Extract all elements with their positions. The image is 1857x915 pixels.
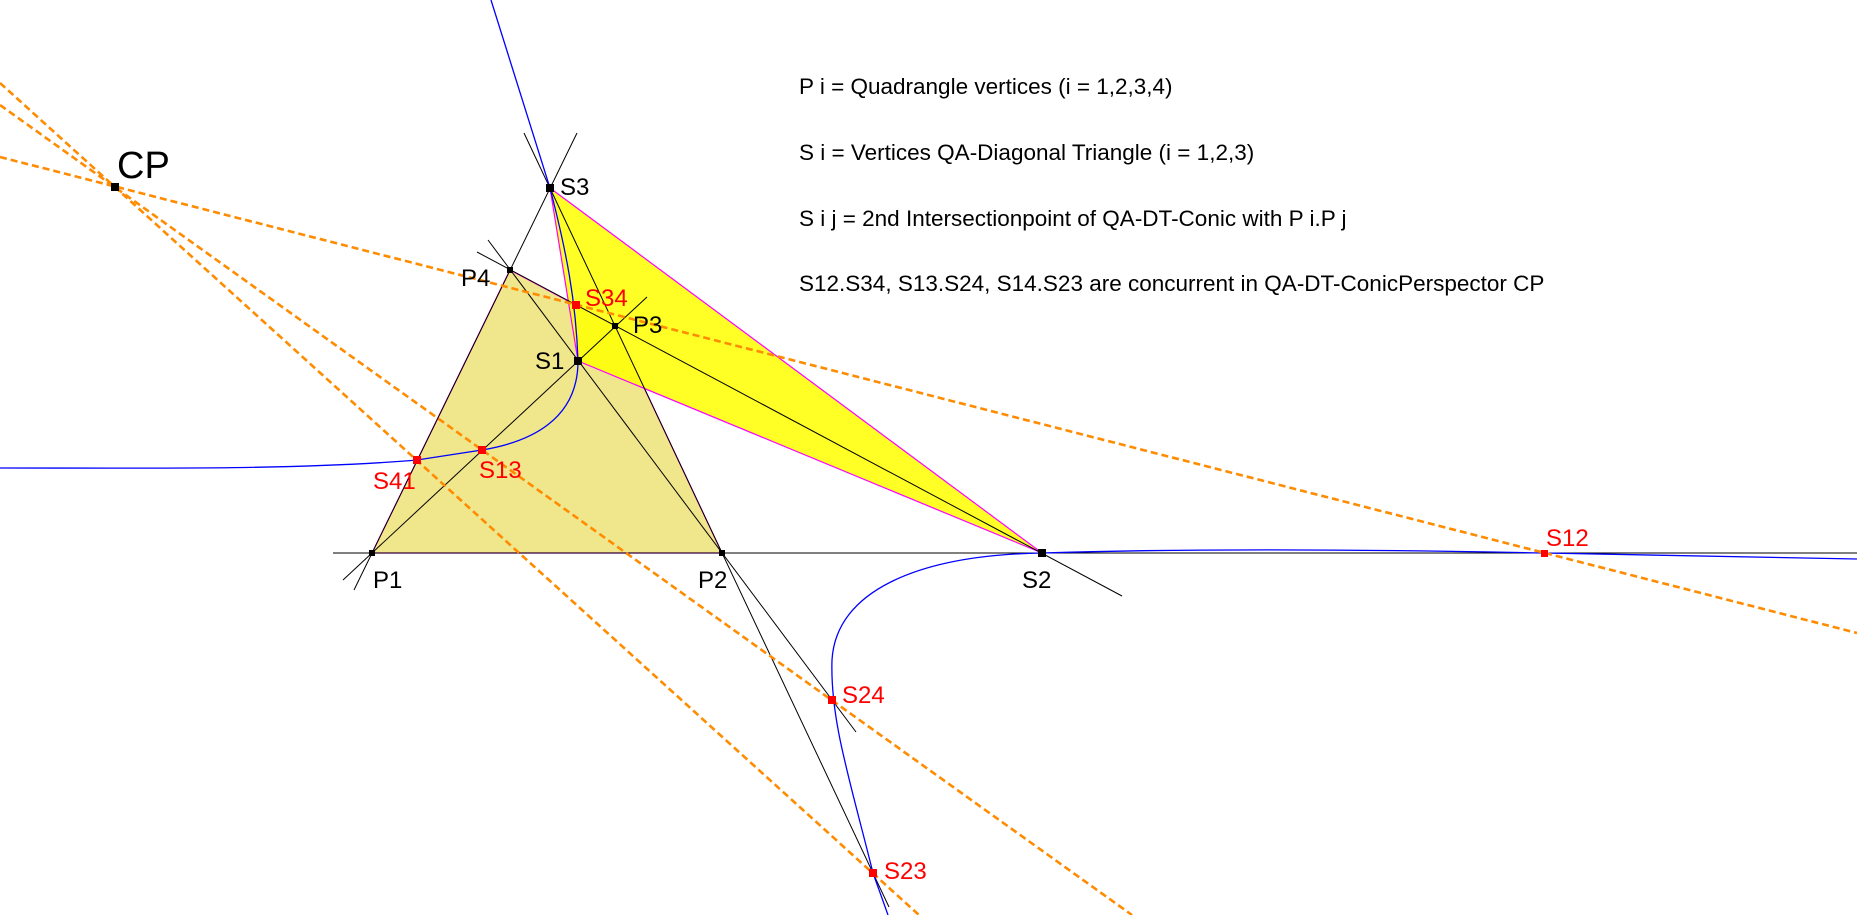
diagonal-triangle-s1s2s3 <box>549 186 1043 554</box>
label-s41: S41 <box>373 468 416 495</box>
label-s3: S3 <box>560 174 589 201</box>
black-points <box>111 183 1046 557</box>
point-s34[interactable] <box>572 301 580 309</box>
point-p2[interactable] <box>719 550 725 556</box>
line-s13-s24 <box>0 103 1133 915</box>
red-points <box>413 301 1548 877</box>
point-s23[interactable] <box>869 869 877 877</box>
conic-branch-right <box>831 549 1857 915</box>
label-s13: S13 <box>479 457 522 484</box>
point-s24[interactable] <box>828 696 836 704</box>
label-s12: S12 <box>1546 525 1589 552</box>
note-line-2: S i = Vertices QA-Diagonal Triangle (i =… <box>799 140 1254 165</box>
line-p4-s2 <box>476 251 1123 597</box>
label-p3: P3 <box>633 312 662 339</box>
line-p1-s3 <box>353 132 578 591</box>
conic-branch-left <box>0 0 579 469</box>
point-s13[interactable] <box>478 446 486 454</box>
point-p3[interactable] <box>612 323 618 329</box>
label-cp: CP <box>117 145 170 187</box>
label-s24: S24 <box>842 682 885 709</box>
label-p2: P2 <box>698 567 727 594</box>
label-s2: S2 <box>1022 567 1051 594</box>
line-p2-p4 <box>487 239 857 733</box>
label-s1: S1 <box>535 348 564 375</box>
line-p1-p3 <box>342 296 648 581</box>
point-cp[interactable] <box>111 183 119 191</box>
point-s1[interactable] <box>574 357 582 365</box>
point-s12[interactable] <box>1541 550 1548 557</box>
legend-notes: P i = Quadrangle vertices (i = 1,2,3,4) … <box>799 74 1544 296</box>
label-s34: S34 <box>585 285 628 312</box>
point-p1[interactable] <box>369 550 375 556</box>
point-s41[interactable] <box>413 456 421 464</box>
label-p4: P4 <box>461 265 490 292</box>
line-p2-s3 <box>523 132 890 908</box>
point-s2[interactable] <box>1038 549 1046 557</box>
point-s3[interactable] <box>546 184 554 192</box>
note-line-4: S12.S34, S13.S24, S14.S23 are concurrent… <box>799 271 1544 296</box>
point-p4[interactable] <box>507 267 513 273</box>
label-s23: S23 <box>884 858 927 885</box>
line-s41-s23 <box>0 82 920 915</box>
note-line-3: S i j = 2nd Intersectionpoint of QA-DT-C… <box>799 206 1347 231</box>
label-p1: P1 <box>373 567 402 594</box>
note-line-1: P i = Quadrangle vertices (i = 1,2,3,4) <box>799 74 1173 99</box>
